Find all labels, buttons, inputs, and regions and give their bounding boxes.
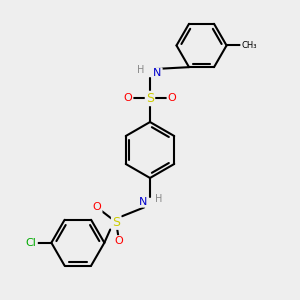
- Text: H: H: [155, 194, 163, 204]
- Text: N: N: [139, 196, 147, 206]
- Text: O: O: [115, 236, 124, 246]
- Text: N: N: [153, 68, 161, 78]
- Text: O: O: [124, 94, 132, 103]
- Text: Cl: Cl: [26, 238, 37, 248]
- Text: H: H: [137, 65, 145, 76]
- Text: CH₃: CH₃: [241, 41, 257, 50]
- Text: O: O: [168, 94, 176, 103]
- Text: S: S: [146, 92, 154, 105]
- Text: O: O: [93, 202, 101, 212]
- Text: S: S: [112, 216, 120, 229]
